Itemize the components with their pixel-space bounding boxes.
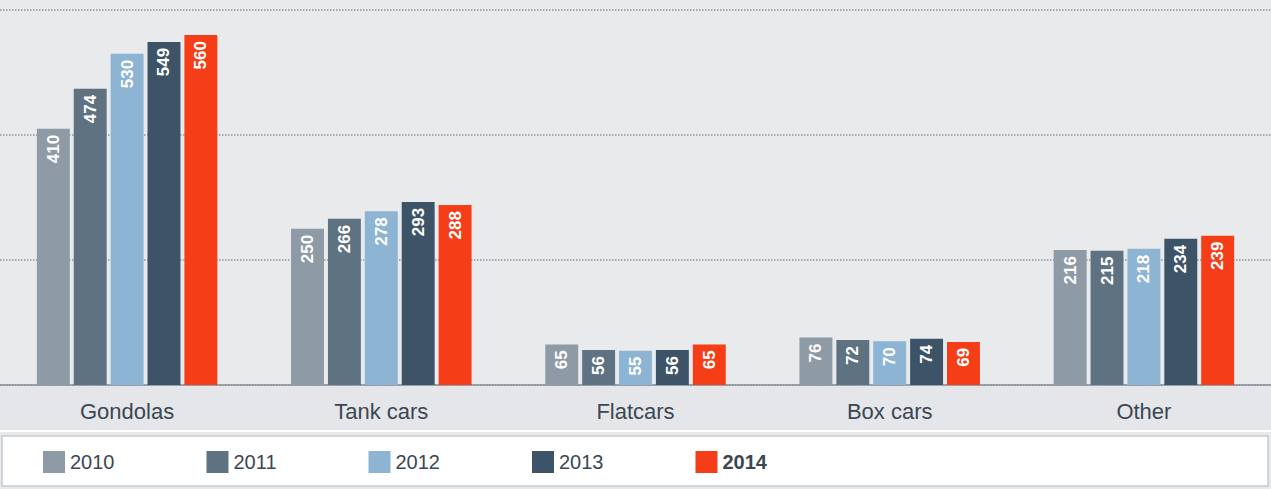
svg-text:239: 239 [1208, 242, 1227, 270]
svg-text:215: 215 [1098, 257, 1117, 285]
svg-text:410: 410 [44, 135, 63, 163]
svg-text:Box cars: Box cars [847, 399, 933, 424]
svg-text:72: 72 [843, 346, 862, 365]
svg-text:530: 530 [118, 60, 137, 88]
svg-text:65: 65 [552, 350, 571, 369]
svg-text:2014: 2014 [722, 451, 767, 473]
svg-text:2012: 2012 [396, 451, 441, 473]
svg-text:234: 234 [1171, 244, 1190, 273]
svg-text:549: 549 [154, 48, 173, 76]
svg-text:Tank cars: Tank cars [334, 399, 428, 424]
svg-text:69: 69 [954, 348, 973, 367]
svg-text:Other: Other [1116, 399, 1171, 424]
svg-text:278: 278 [372, 217, 391, 245]
svg-text:560: 560 [191, 41, 210, 69]
svg-text:74: 74 [917, 344, 936, 363]
svg-text:55: 55 [626, 357, 645, 376]
svg-text:2013: 2013 [559, 451, 604, 473]
svg-text:218: 218 [1134, 255, 1153, 283]
svg-text:2011: 2011 [233, 451, 276, 473]
svg-text:70: 70 [880, 347, 899, 366]
svg-text:Gondolas: Gondolas [80, 399, 174, 424]
svg-text:56: 56 [589, 356, 608, 375]
svg-text:65: 65 [700, 350, 719, 369]
svg-text:216: 216 [1061, 256, 1080, 284]
svg-text:293: 293 [409, 208, 428, 236]
svg-text:288: 288 [446, 211, 465, 239]
svg-text:474: 474 [81, 94, 100, 123]
svg-text:250: 250 [298, 235, 317, 263]
svg-text:56: 56 [663, 356, 682, 375]
svg-text:266: 266 [335, 225, 354, 253]
svg-text:Flatcars: Flatcars [596, 399, 674, 424]
svg-text:2010: 2010 [70, 451, 115, 473]
svg-text:76: 76 [806, 344, 825, 363]
